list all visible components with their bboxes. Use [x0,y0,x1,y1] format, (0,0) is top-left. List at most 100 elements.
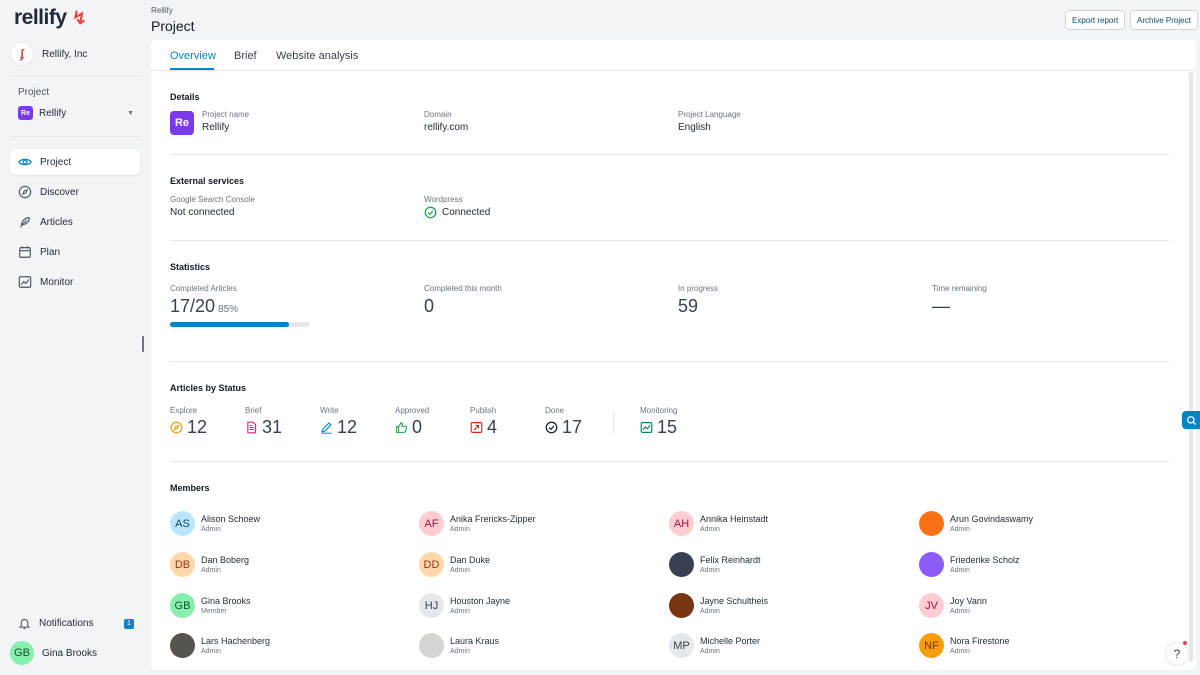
completed-articles-label: Completed Articles [170,284,237,293]
page-title: Project [151,18,195,34]
member-name: Michelle Porter [700,636,761,646]
member-name: Annika Heinstadt [700,514,769,524]
gsc-label: Google Search Console [170,195,255,204]
sidebar-item-articles[interactable]: Articles [10,209,140,235]
check-circle-icon [545,421,558,434]
sidebar: rellify ↯ ʄ Rellify, Inc Project Re Rell… [0,0,150,675]
calendar-icon [19,246,31,258]
time-remaining-label: Time remaining [932,284,987,293]
project-label: Project [18,87,50,98]
sidebar-resize-handle[interactable] [142,336,144,352]
project-select[interactable]: Re Rellify ▼ [18,106,134,120]
details-title: Details [170,92,200,102]
pencil-icon [321,422,332,434]
member-avatar: DD [419,552,444,577]
org-switcher[interactable]: ʄ Rellify, Inc [10,42,87,66]
status-done[interactable]: Done 17 [545,406,582,438]
member-avatar: JV [919,593,944,618]
divider [10,136,140,137]
completed-articles-value: 17/20 85% [170,296,238,317]
member-item[interactable]: AF Anika Frericks-Zipper Admin [419,511,536,536]
member-name: Friederike Scholz [950,555,1020,565]
chart-line-icon [18,276,32,288]
member-name: Anika Frericks-Zipper [450,514,536,524]
member-role: Admin [700,608,720,615]
notifications-button[interactable]: Notifications 1 [18,617,134,630]
status-label: Done [545,406,565,415]
member-role: Member [201,608,227,615]
sidebar-item-discover[interactable]: Discover [10,179,140,205]
sidebar-item-monitor[interactable]: Monitor [10,269,140,295]
divider [170,461,1169,462]
member-name: Dan Duke [450,555,491,565]
member-item[interactable]: DB Dan Boberg Admin [170,552,249,577]
articles-by-status-title: Articles by Status [170,383,247,393]
org-name: Rellify, Inc [42,48,88,60]
in-progress-value: 59 [678,296,699,316]
scrollbar[interactable] [1189,72,1193,662]
divider [170,361,1169,362]
status-brief[interactable]: Brief 31 [245,406,282,438]
member-avatar: GB [170,593,195,618]
side-widget-button[interactable] [1182,411,1200,429]
gsc-value: Not connected [170,207,235,218]
member-role: Admin [450,608,470,615]
status-publish[interactable]: Publish 4 [470,406,497,438]
wordpress-label: Wordpress [424,195,463,204]
tab-website-analysis[interactable]: Website analysis [276,50,359,62]
member-item[interactable]: HJ Houston Jayne Admin [419,593,510,618]
members-title: Members [170,483,210,493]
status-label: Approved [395,406,430,415]
sidebar-nav: Project Discover Articles Plan Monitor [10,149,140,299]
breadcrumb[interactable]: Rellify [151,6,173,15]
feather-icon [20,217,30,228]
status-count: 4 [487,417,498,437]
member-role: Admin [700,526,720,533]
check-circle-icon [424,206,437,219]
sidebar-item-plan[interactable]: Plan [10,239,140,265]
member-item[interactable]: MP Michelle Porter Admin [669,633,760,658]
member-item[interactable]: AH Annika Heinstadt Admin [669,511,768,536]
help-button[interactable]: ? [1165,642,1189,666]
status-label: Write [320,406,339,415]
divider [170,154,1169,155]
user-avatar: GB [10,641,34,665]
sidebar-item-label: Project [40,156,72,168]
compass-icon [170,421,183,434]
member-item[interactable]: Lars Hachenberg Admin [170,633,270,658]
member-item[interactable]: NF Nora Firestone Admin [919,633,1010,658]
user-menu[interactable]: GB Gina Brooks [10,641,97,665]
sidebar-item-label: Articles [40,216,73,228]
user-name: Gina Brooks [42,647,98,659]
export-report-button[interactable]: Export report [1065,10,1126,30]
status-count: 12 [187,417,208,437]
tab-overview[interactable]: Overview [170,50,216,62]
member-name: Laura Kraus [450,636,500,646]
member-role: Admin [950,608,970,615]
sidebar-item-label: Discover [40,186,79,198]
member-item[interactable]: AS Alison Schoew Admin [170,511,260,536]
member-name: Joy Vann [950,596,987,606]
member-item[interactable]: DD Dan Duke Admin [419,552,490,577]
status-explore[interactable]: Explore 12 [170,406,207,438]
status-monitoring[interactable]: Monitoring 15 [640,406,677,438]
sidebar-item-project[interactable]: Project [10,149,140,175]
sidebar-item-label: Monitor [40,276,74,288]
completed-progress-bar [170,322,310,327]
member-role: Admin [450,526,470,533]
member-item[interactable]: Friederike Scholz Admin [919,552,1020,577]
rellify-logo[interactable]: rellify ↯ [14,6,87,29]
member-item[interactable]: Jayne Schultheis Admin [669,593,768,618]
member-item[interactable]: JV Joy Vann Admin [919,593,987,618]
member-avatar [919,552,944,577]
member-item[interactable]: Laura Kraus Admin [419,633,499,658]
archive-project-button[interactable]: Archive Project [1130,10,1198,30]
member-item[interactable]: Arun Govindaswamy Admin [919,511,1033,536]
main-panel: Overview Brief Website analysis Details … [151,40,1196,670]
status-write[interactable]: Write 12 [320,406,357,438]
tab-brief[interactable]: Brief [234,50,257,62]
member-item[interactable]: Felix Reinhardt Admin [669,552,761,577]
member-item[interactable]: GB Gina Brooks Member [170,593,251,618]
status-approved[interactable]: Approved 0 [395,406,429,438]
member-avatar: NF [919,633,944,658]
